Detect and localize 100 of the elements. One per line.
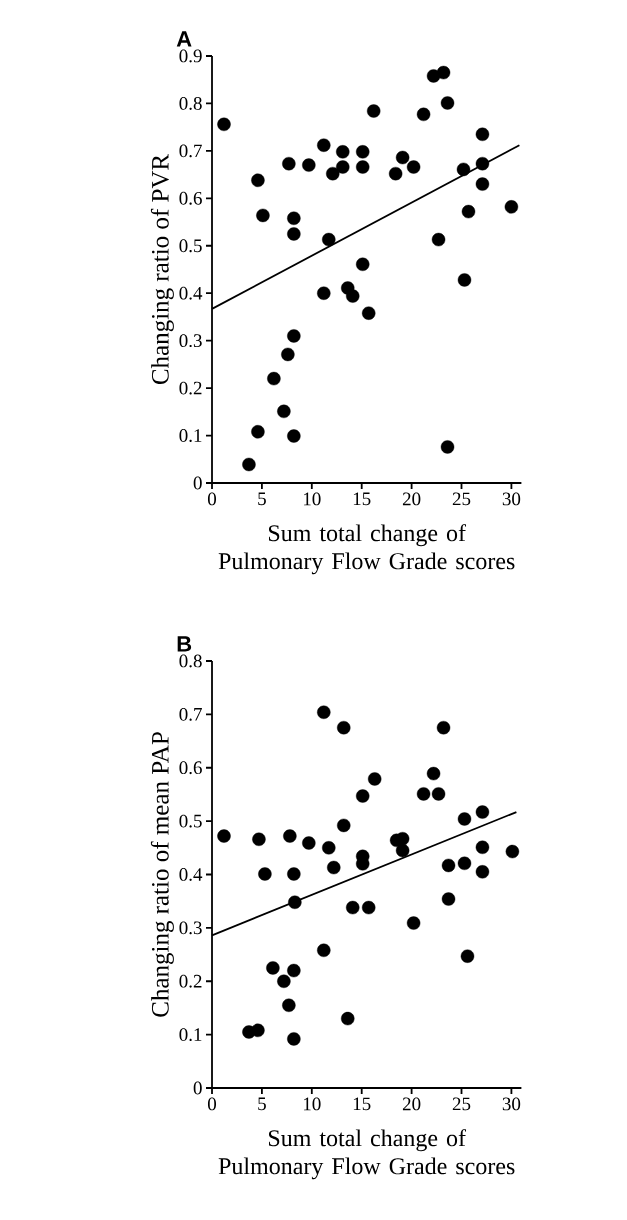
point [217,829,231,843]
x-axis-title: Sum total change of Pulmonary Flow Grade scores [218,524,515,575]
point [302,158,316,172]
point [251,173,265,187]
point [366,104,381,118]
point [361,306,376,320]
point [356,145,370,159]
point [475,157,490,171]
y-tick-label: 0 [193,476,202,490]
point [441,892,456,906]
x-tick-label: 25 [452,1097,471,1111]
x-tick-label: 10 [303,1097,321,1111]
point [395,843,410,858]
point [256,208,270,223]
point [317,705,331,719]
x-tick-label: 5 [258,1097,266,1111]
x-tick-label: 20 [402,1097,421,1111]
point [456,162,471,177]
point [287,1032,301,1046]
x-tick-label: 25 [452,492,471,506]
point [504,200,519,214]
point [475,840,490,854]
point [475,865,490,879]
x-tick-label: 0 [207,492,217,506]
point [283,829,297,843]
point [282,157,296,171]
point [416,787,431,801]
point [441,858,456,873]
y-tick-label: 0.6 [179,761,202,775]
point [242,457,256,472]
point [277,974,291,988]
point [341,1011,355,1026]
y-tick-label: 0.9 [179,49,202,63]
chart-title: B [177,636,192,652]
point [436,65,451,80]
y-axis-title: Changing ratio of PVR [150,153,174,385]
point [267,371,281,386]
y-tick-label: 0.8 [179,654,202,668]
point [475,805,490,819]
point [287,211,301,225]
x-tick-label: 30 [502,492,521,506]
y-axis-title: Changing ratio of mean PAP [150,732,174,1017]
point [406,916,421,930]
point [505,844,520,859]
y-tick-label: 0.4 [179,286,203,300]
point [258,867,272,881]
point [266,961,280,975]
point [322,232,336,247]
point [440,440,455,454]
y-tick-label: 0.4 [179,868,203,881]
point [367,772,382,786]
y-tick-label: 0.7 [179,144,202,158]
point [406,160,421,174]
point [356,789,370,803]
point [217,117,231,132]
point [287,963,301,978]
y-tick-label: 0.6 [179,191,202,205]
y-tick-label: 0 [193,1081,202,1095]
point [388,166,403,181]
point [356,160,370,174]
point [287,867,301,881]
x-tick-label: 20 [402,492,421,506]
point [475,177,490,191]
y-tick-label: 0.8 [179,96,202,110]
point [431,232,446,247]
point [440,96,455,110]
x-axis-title: Sum total change of Pulmonary Flow Grade scores [218,1129,515,1180]
point [346,900,360,915]
y-tick-label: 0.3 [179,334,202,348]
point [426,766,441,781]
point [287,329,301,343]
point [416,107,431,122]
y-tick-label: 0.2 [179,381,202,395]
y-tick-label: 0.7 [179,707,202,721]
x-tick-label: 10 [303,492,321,506]
x-tick-label: 15 [353,492,371,506]
point [287,429,301,443]
point [346,289,360,303]
y-tick-label: 0.5 [179,814,202,828]
point [395,150,410,165]
y-tick-label: 0.2 [179,974,202,988]
point [251,1023,265,1038]
point [337,721,351,735]
point [252,832,266,846]
point [431,787,446,801]
point [326,166,340,181]
y-tick-label: 0.3 [179,921,202,935]
point [327,860,341,875]
point [336,145,350,159]
x-tick-label: 5 [258,492,266,506]
point [336,160,350,174]
point [356,857,370,871]
point [457,856,472,870]
point [282,998,296,1012]
point [436,721,451,735]
point [288,895,302,909]
point [277,404,291,419]
point [361,900,376,915]
point [475,127,490,141]
point [461,204,476,219]
